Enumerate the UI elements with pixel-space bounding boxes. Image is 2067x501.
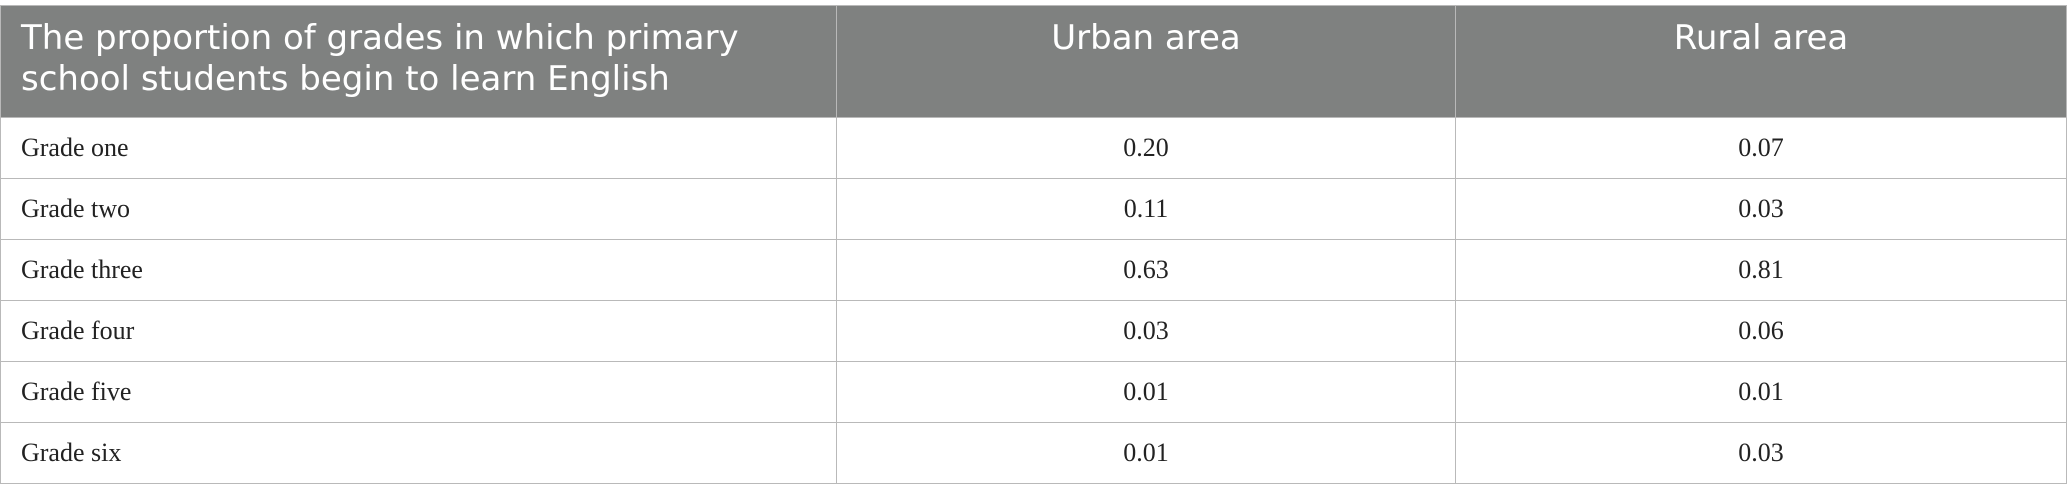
table-row: Grade one 0.20 0.07: [0, 117, 2067, 179]
value-cell: 0.03: [836, 300, 1456, 362]
value-cell: 0.01: [836, 361, 1456, 423]
table-body: Grade one 0.20 0.07 Grade two 0.11 0.03 Grade …: [0, 117, 2067, 484]
value-cell: 0.11: [836, 178, 1456, 240]
value-cell: 0.06: [1455, 300, 2067, 362]
value-cell: 0.81: [1455, 239, 2067, 301]
row-label: Grade four: [0, 300, 837, 362]
row-label: Grade two: [0, 178, 837, 240]
table-row: Grade two 0.11 0.03: [0, 178, 2067, 240]
value-cell: 0.03: [1455, 178, 2067, 240]
value-cell: 0.07: [1455, 117, 2067, 179]
header-row: The proportion of grades in which primar…: [0, 5, 2067, 118]
value-cell: 0.01: [1455, 361, 2067, 423]
row-label: Grade six: [0, 422, 837, 484]
value-cell: 0.03: [1455, 422, 2067, 484]
table-row: Grade four 0.03 0.06: [0, 300, 2067, 362]
row-label: Grade three: [0, 239, 837, 301]
row-label: Grade five: [0, 361, 837, 423]
data-table: The proportion of grades in which primar…: [0, 5, 2067, 484]
header-cell: Urban area: [836, 5, 1456, 118]
row-label: Grade one: [0, 117, 837, 179]
value-cell: 0.20: [836, 117, 1456, 179]
header-cell: The proportion of grades in which primar…: [0, 5, 837, 118]
value-cell: 0.01: [836, 422, 1456, 484]
header-cell: Rural area: [1455, 5, 2067, 118]
table-row: Grade five 0.01 0.01: [0, 361, 2067, 423]
table-row: Grade six 0.01 0.03: [0, 422, 2067, 484]
value-cell: 0.63: [836, 239, 1456, 301]
table-row: Grade three 0.63 0.81: [0, 239, 2067, 301]
